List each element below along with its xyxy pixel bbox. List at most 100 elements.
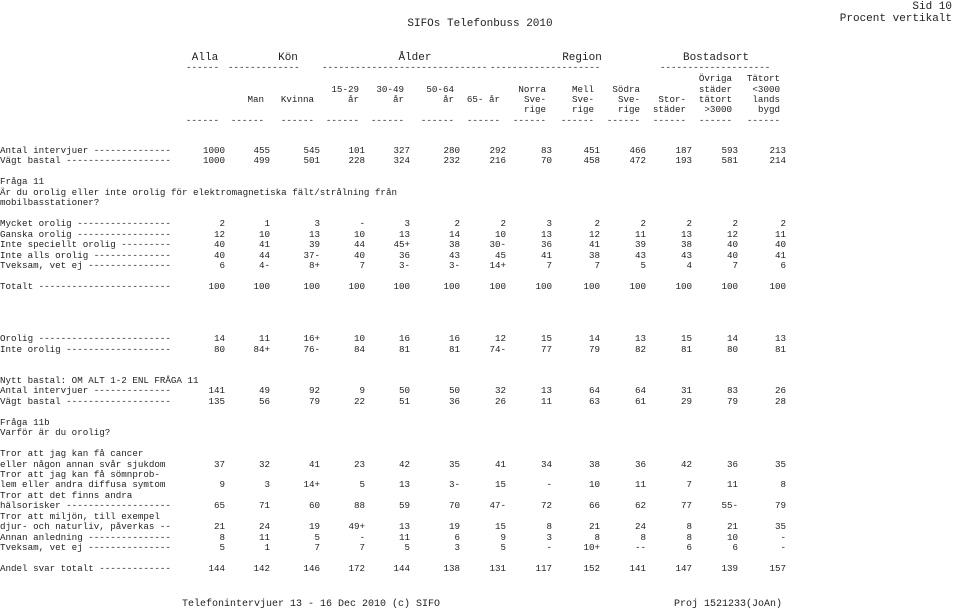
column-header-text: Sve- bbox=[523, 94, 546, 105]
cell-value: 157 bbox=[769, 563, 786, 574]
cell-value: 37- bbox=[303, 249, 320, 261]
cell-value: 63 bbox=[588, 395, 600, 407]
cell-value: 14+ bbox=[303, 479, 320, 491]
column-header-text: >3000 bbox=[704, 104, 732, 115]
cell-value: 100 bbox=[675, 280, 692, 292]
row-label: Antal intervjuer -------------- bbox=[0, 385, 171, 397]
group-underline: ------------- bbox=[228, 62, 300, 73]
column-header-dashes: ------ bbox=[698, 115, 732, 126]
column-header-text: bygd bbox=[757, 104, 780, 115]
table-row: Antal intervjuer -------------- 1000 455 54… bbox=[0, 145, 960, 156]
row-label: Andel svar totalt ------------- bbox=[0, 563, 171, 574]
cell-value: 3- bbox=[448, 259, 460, 271]
cell-value: 232 bbox=[443, 155, 460, 167]
column-header-text: år bbox=[442, 94, 454, 105]
cell-value: 11 bbox=[726, 479, 738, 491]
cell-value: 79 bbox=[726, 395, 738, 407]
column-header-text: 15-29 bbox=[331, 84, 359, 95]
column-header-text: rige bbox=[571, 104, 594, 115]
cell-value: 2 bbox=[594, 218, 600, 230]
group-underline: -------------------- bbox=[660, 62, 771, 73]
row-label: Tveksam, vet ej --------------- bbox=[0, 542, 171, 554]
column-header-dashes: ------ bbox=[652, 115, 686, 126]
cell-value: 30- bbox=[489, 239, 506, 251]
cell-value: 100 bbox=[489, 280, 506, 292]
cell-value: 10 bbox=[588, 479, 600, 491]
row-label: Mycket orolig ----------------- bbox=[0, 218, 171, 230]
cell-value: 324 bbox=[393, 155, 410, 167]
cell-value: 142 bbox=[253, 563, 270, 574]
cell-value: 14 bbox=[726, 333, 738, 345]
cell-value: 50 bbox=[398, 385, 410, 397]
cell-value: 71 bbox=[258, 500, 270, 512]
column-header-dashes: ------ bbox=[746, 115, 780, 126]
cell-value: 76- bbox=[303, 343, 320, 355]
cell-value: 131 bbox=[489, 563, 506, 574]
cell-value: 214 bbox=[769, 155, 786, 167]
cell-value: 100 bbox=[393, 280, 410, 292]
cell-value: 11 bbox=[634, 479, 646, 491]
column-header-text: 65- år bbox=[466, 94, 500, 105]
cell-value: 82 bbox=[634, 343, 646, 355]
cell-value: 41 bbox=[494, 458, 506, 470]
cell-value: 147 bbox=[675, 563, 692, 574]
cell-value: 61 bbox=[634, 395, 646, 407]
cell-value: 11 bbox=[540, 395, 552, 407]
table-row: eller någon annan svår sjukdom 37 32 41 23 42… bbox=[0, 458, 960, 470]
cell-value: 64 bbox=[634, 385, 646, 397]
cell-value: 3 bbox=[454, 542, 460, 554]
cell-value: 80 bbox=[213, 343, 225, 355]
column-header-text: städer bbox=[698, 84, 732, 95]
footer-right: Proj 1521233(JoAn) bbox=[674, 599, 783, 610]
column-header-text: Övriga bbox=[698, 73, 732, 84]
cell-value: 41 bbox=[588, 239, 600, 251]
cell-value: 80 bbox=[726, 343, 738, 355]
cell-value: 7 bbox=[359, 542, 365, 554]
page-number: Sid 10 bbox=[912, 1, 952, 13]
cell-value: 12 bbox=[213, 228, 225, 240]
cell-value: 41 bbox=[774, 249, 786, 261]
cell-value: 13 bbox=[634, 333, 646, 345]
cell-value: 499 bbox=[253, 155, 270, 167]
row-label: hälsorisker ------------------- bbox=[0, 500, 171, 512]
cell-value: 70 bbox=[448, 500, 460, 512]
cell-value: 7 bbox=[546, 259, 552, 271]
cell-value: 100 bbox=[303, 280, 320, 292]
cell-value: 49 bbox=[258, 385, 270, 397]
column-header-dashes: ------ bbox=[325, 115, 359, 126]
page-info: Sid 10 Procent vertikalt bbox=[840, 1, 952, 25]
column-header-text: Mell bbox=[571, 84, 594, 95]
cell-value: 51 bbox=[398, 395, 410, 407]
cell-value: 64 bbox=[588, 385, 600, 397]
cell-value: 144 bbox=[393, 563, 410, 574]
cell-value: 83 bbox=[540, 145, 552, 156]
cell-value: 12 bbox=[494, 333, 506, 345]
group-underline: -------------------- bbox=[490, 62, 601, 73]
cell-value: 14 bbox=[588, 333, 600, 345]
cell-value: 79 bbox=[308, 395, 320, 407]
table-row: lem eller andra diffusa symtom 9 3 14+ 5 13 3-… bbox=[0, 479, 960, 491]
table-row: Inte alls orolig -------------- 40 44 37- 40… bbox=[0, 249, 960, 261]
cell-value: 7 bbox=[686, 479, 692, 491]
cell-value: 3 bbox=[546, 218, 552, 230]
cell-value: 193 bbox=[675, 155, 692, 167]
table-row: djur- och naturliv, påverkas -- 21 24 19 49+… bbox=[0, 521, 960, 533]
cell-value: 41 bbox=[308, 458, 320, 470]
cell-value: 37 bbox=[213, 458, 225, 470]
row-label: mobilbasstationer? bbox=[0, 197, 100, 209]
group-label: Region bbox=[562, 52, 602, 64]
cell-value: 8 bbox=[219, 531, 225, 543]
cell-value: 8 bbox=[686, 531, 692, 543]
cell-value: 47- bbox=[489, 500, 506, 512]
cell-value: 3 bbox=[314, 218, 320, 230]
cell-value: 135 bbox=[208, 395, 225, 407]
cell-value: 10 bbox=[353, 228, 365, 240]
cell-value: 36 bbox=[448, 395, 460, 407]
table-row: Vägt bastal ------------------- 135 56 79 22… bbox=[0, 395, 960, 407]
cell-value: 13 bbox=[398, 521, 410, 533]
cell-value: 59 bbox=[398, 500, 410, 512]
cell-value: 455 bbox=[253, 145, 270, 156]
group-label: Bostadsort bbox=[682, 52, 749, 64]
cell-value: 92 bbox=[308, 385, 320, 397]
cell-value: 141 bbox=[629, 563, 646, 574]
